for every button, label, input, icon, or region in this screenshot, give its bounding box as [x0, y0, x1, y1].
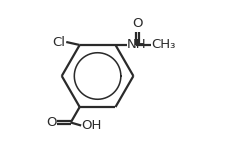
Text: OH: OH — [82, 119, 102, 132]
Text: O: O — [46, 116, 56, 129]
Text: CH₃: CH₃ — [151, 38, 176, 52]
Text: NH: NH — [127, 38, 147, 52]
Text: O: O — [132, 17, 143, 30]
Text: Cl: Cl — [52, 36, 65, 48]
